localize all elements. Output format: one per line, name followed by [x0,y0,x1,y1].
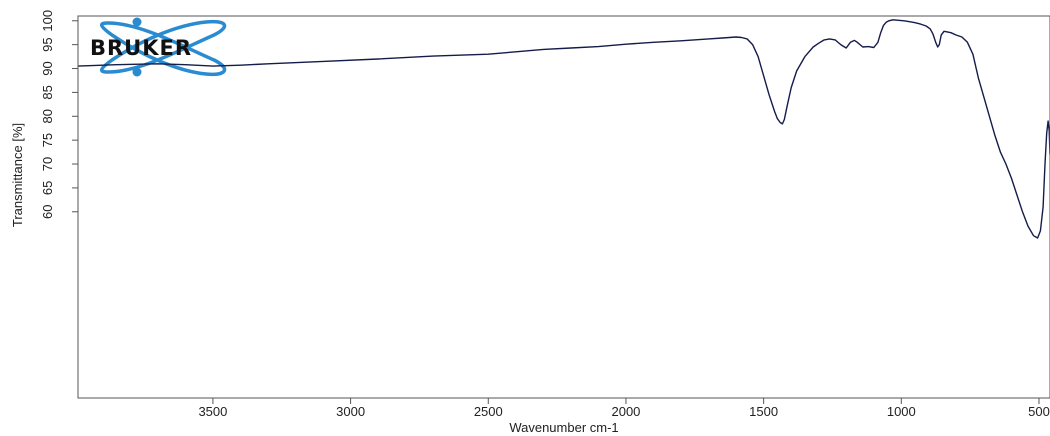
y-tick-label: 100 [40,10,55,32]
bruker-logo: BRUKER [90,17,227,77]
x-tick-label: 3000 [336,404,365,419]
y-tick-label: 95 [40,37,55,51]
x-tick-label: 2500 [474,404,503,419]
y-tick-label: 90 [40,61,55,75]
y-tick-label: 65 [40,181,55,195]
y-tick-label: 80 [40,109,55,123]
plot-frame [77,15,1050,399]
y-tick-label: 85 [40,85,55,99]
spectrum-line [77,19,1050,239]
atom-dot-bottom [132,67,142,77]
y-axis-label: Transmittance [%] [10,123,25,227]
y-tick-label: 70 [40,157,55,171]
x-tick-label: 2000 [611,404,640,419]
atom-icon [100,19,227,77]
y-tick-label: 60 [40,205,55,219]
atom-dot-top [132,17,142,27]
x-tick-label: 500 [1028,404,1050,419]
x-axis-label: Wavenumber cm-1 [509,420,618,435]
x-tick-label: 3500 [198,404,227,419]
x-tick-label: 1500 [749,404,778,419]
x-axis: 3500 3000 2500 2000 1500 1000 500 [198,398,1050,419]
x-tick-label: 1000 [887,404,916,419]
logo-text: BRUKER [90,36,192,60]
y-axis: 60 65 70 75 80 85 90 95 100 [40,10,78,219]
y-tick-label: 75 [40,133,55,147]
